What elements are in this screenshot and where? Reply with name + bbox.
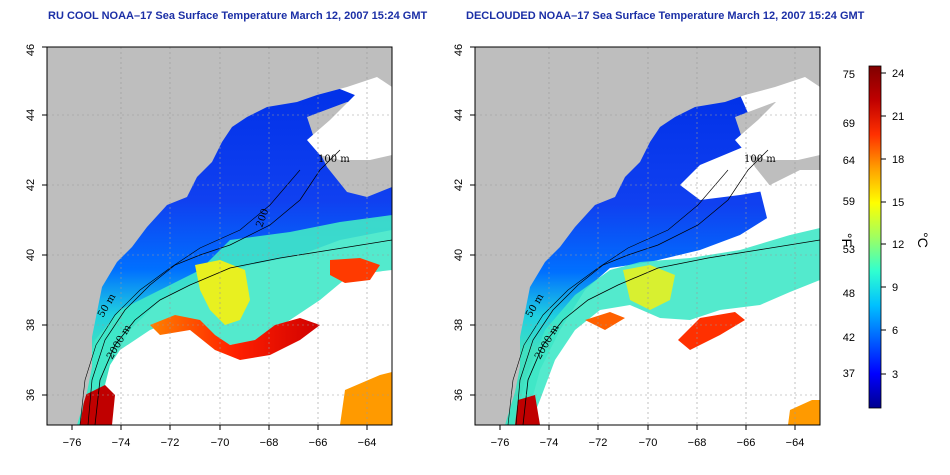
lat-tick-38: 38 (25, 319, 37, 331)
c-tick-12: 12 (892, 239, 904, 251)
sst-warm-band (150, 315, 320, 360)
lat-tick-44-2: 44 (453, 109, 465, 121)
lon-tick-68: −68 (260, 437, 279, 449)
colorbar-f-label: °F (839, 233, 855, 247)
c-tick-18: 18 (892, 154, 904, 166)
lon-tick-72-2: −72 (589, 437, 608, 449)
f-tick-59: 59 (843, 196, 855, 208)
lon-tick-76-2: −76 (491, 437, 510, 449)
lat-tick-36: 36 (25, 389, 37, 401)
lat-tick-42: 42 (25, 179, 37, 191)
c-tick-24: 24 (892, 68, 904, 80)
sst-hot-corner-declouded (515, 395, 540, 425)
c-tick-21: 21 (892, 111, 904, 123)
isobath-2000m (94, 239, 392, 425)
lon-tick-66: −66 (309, 437, 328, 449)
sst-orange-corner-declouded (788, 400, 820, 425)
f-tick-64: 64 (843, 155, 855, 167)
sst-field-yellow (195, 260, 250, 325)
c-tick-6: 6 (892, 325, 898, 337)
f-tick-75: 75 (843, 69, 855, 81)
sst-warm-strip-declouded (678, 312, 745, 350)
sst-warm-patch (330, 258, 380, 283)
panel-1-lat-axis: 36 38 40 42 44 46 (25, 44, 47, 401)
c-tick-15: 15 (892, 197, 904, 209)
sst-field-yellow-declouded (623, 265, 675, 310)
lon-tick-64: −64 (358, 437, 377, 449)
c-tick-3: 3 (892, 369, 898, 381)
lat-tick-40: 40 (25, 249, 37, 261)
panel-1-grid (47, 47, 392, 425)
lat-tick-42-2: 42 (453, 179, 465, 191)
panel-1-title: RU COOL NOAA–17 Sea Surface Temperature … (48, 10, 428, 22)
isobath-label-100m: 100 m (318, 154, 350, 165)
isobath-200m (87, 149, 341, 425)
panel-2-title: DECLOUDED NOAA–17 Sea Surface Temperatur… (466, 10, 865, 22)
colorbar-c-axis: 3 6 9 12 15 18 21 24 (881, 68, 904, 381)
isobath-50m (79, 169, 301, 425)
lon-tick-74: −74 (112, 437, 131, 449)
sst-orange-corner (340, 372, 392, 425)
panel-1-lon-axis: −76 −74 −72 −70 −68 −66 −64 (63, 425, 377, 449)
lon-tick-72: −72 (161, 437, 180, 449)
c-tick-9: 9 (892, 282, 898, 294)
lon-tick-64-2: −64 (786, 437, 805, 449)
lon-tick-76: −76 (63, 437, 82, 449)
lat-tick-40-2: 40 (453, 249, 465, 261)
lat-tick-38-2: 38 (453, 319, 465, 331)
cloud-patch-offshore (760, 170, 820, 235)
lat-tick-46: 46 (25, 44, 37, 56)
sst-warm-small-declouded (585, 312, 625, 330)
colorbar (868, 65, 882, 409)
panel-2-lat-axis: 36 38 40 42 44 46 (453, 44, 475, 401)
colorbar-c-label: °C (915, 232, 931, 248)
lon-tick-70: −70 (211, 437, 230, 449)
lat-tick-36-2: 36 (453, 389, 465, 401)
lon-tick-74-2: −74 (540, 437, 559, 449)
panel-2-map: 100 m 2000 m 50 m (475, 47, 820, 425)
sst-field-cyan-declouded (515, 228, 820, 425)
f-tick-48: 48 (843, 288, 855, 300)
panel-2-lon-axis: −76 −74 −72 −70 −68 −66 −64 (491, 425, 805, 449)
colorbar-f-axis: 37 42 48 53 59 64 69 75 (843, 69, 855, 380)
isobath-50m-2 (507, 169, 729, 425)
f-tick-53: 53 (843, 244, 855, 256)
isobath-2000m-2 (522, 239, 820, 425)
lon-tick-66-2: −66 (737, 437, 756, 449)
f-tick-42: 42 (843, 332, 855, 344)
f-tick-69: 69 (843, 118, 855, 130)
f-tick-37: 37 (843, 368, 855, 380)
panel-2-grid (475, 47, 820, 425)
lat-tick-44: 44 (25, 109, 37, 121)
isobath-200m-2 (515, 149, 769, 425)
isobath-label-100m-2: 100 m (744, 154, 776, 165)
cloud-patch-nova-scotia (307, 92, 392, 160)
lon-tick-70-2: −70 (639, 437, 658, 449)
panel-1-map: 100 m 2000 m 50 m 200 (47, 47, 392, 425)
cloud-patch-nova-scotia-2 (735, 92, 820, 160)
lat-tick-46-2: 46 (453, 44, 465, 56)
lon-tick-68-2: −68 (688, 437, 707, 449)
